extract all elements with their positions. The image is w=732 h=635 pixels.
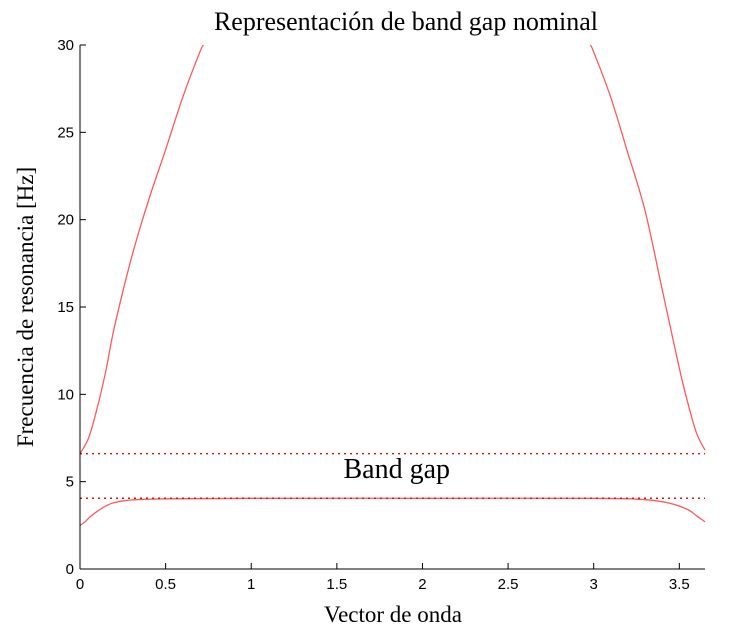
y-tick-label: 0 [66,561,74,578]
chart-title: Representación de band gap nominal [214,7,598,36]
y-tick-label: 15 [57,299,74,316]
x-tick-label: 2 [418,576,426,593]
y-tick-label: 5 [66,474,74,491]
dispersion-curve-2 [79,497,706,526]
y-ticks: 0 5 10 15 20 25 30 [57,37,86,578]
band-gap-reference-lines [80,453,705,499]
x-tick-label: 3.5 [669,576,690,593]
y-tick-label: 25 [57,124,74,141]
x-ticks: 0 0.5 1 1.5 2 2.5 3 3.5 [76,563,690,593]
x-tick-label: 1 [247,576,255,593]
annotations: Band gap [344,454,451,485]
axes: 0 0.5 1 1.5 2 2.5 3 3.5 0 5 10 15 20 25 30 [57,37,705,593]
y-tick-label: 10 [57,386,74,403]
x-tick-label: 2.5 [498,576,519,593]
y-tick-label: 20 [57,212,74,229]
x-tick-label: 3 [590,576,598,593]
plot-area: Band gap [79,44,706,526]
y-axis-label: Frecuencia de resonancia [Hz] [13,167,38,447]
dispersion-curve-3 [589,44,706,451]
x-tick-label: 1.5 [326,576,347,593]
dispersion-curves [79,44,706,526]
x-tick-label: 0.5 [155,576,176,593]
y-tick-label: 30 [57,37,74,54]
dispersion-curve-1 [79,44,204,455]
x-tick-label: 0 [76,576,84,593]
x-axis-label: Vector de onda [324,602,462,627]
band-gap-annotation: Band gap [344,454,451,485]
